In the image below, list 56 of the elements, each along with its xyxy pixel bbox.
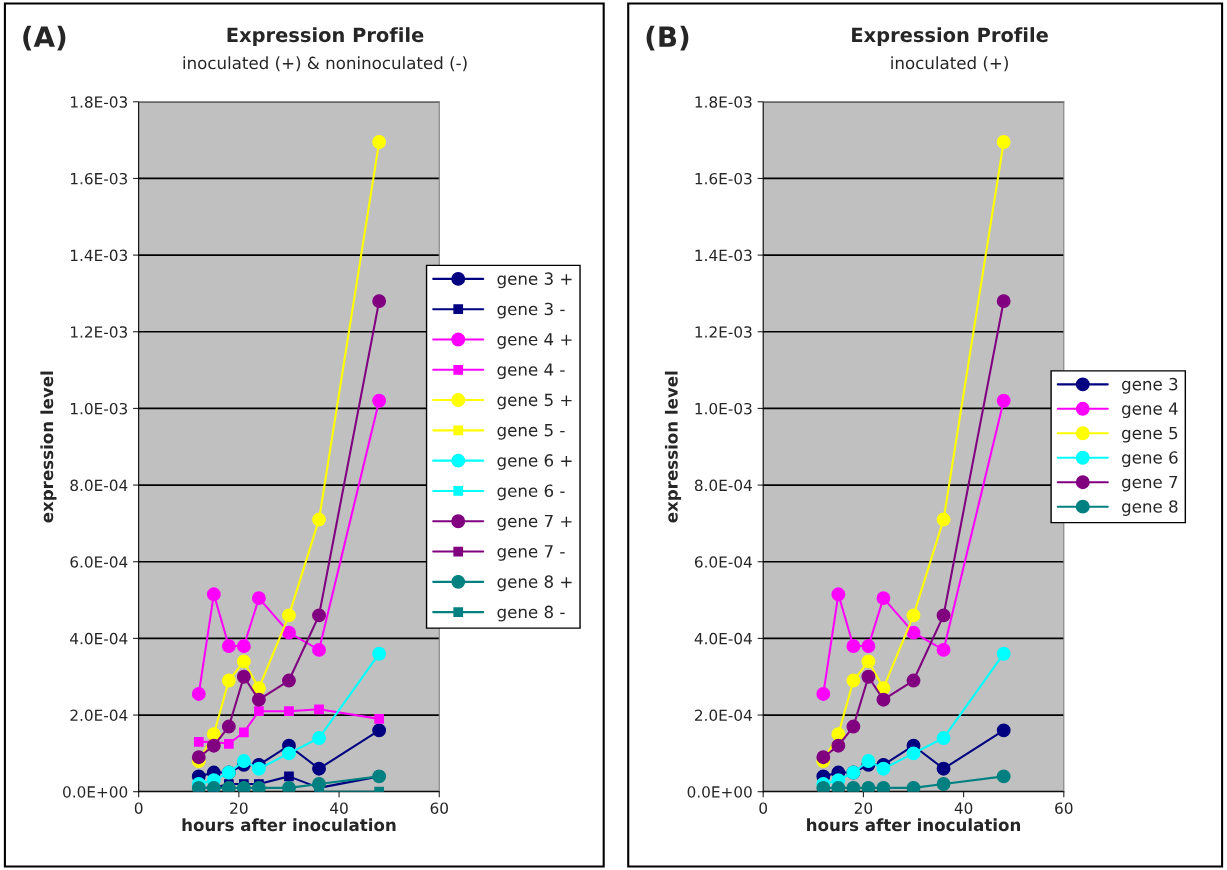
y-tick-label: 1.0E-03 [71, 402, 128, 415]
legend-label: gene 4 + [497, 333, 572, 349]
y-tick-label: 4.0E-04 [694, 632, 752, 645]
legend-label: gene 5 + [497, 393, 572, 410]
legend-label: gene 6 [1122, 451, 1178, 468]
legend-label: gene 3 - [497, 302, 565, 319]
x-tick-label: 40 [954, 802, 973, 814]
legend-label: gene 8 + [497, 575, 572, 592]
legend-label: gene 7 [1122, 475, 1178, 492]
y-tick-label: 1.6E-03 [71, 172, 128, 185]
legend-label: gene 7 - [497, 545, 565, 561]
y-tick-label: 1.2E-03 [71, 326, 128, 338]
x-tick-label: 0 [759, 802, 768, 814]
y-tick-label: 6.0E-04 [694, 556, 752, 568]
y-tick-label: 8.0E-04 [694, 479, 752, 492]
y-tick-label: 0.0E+00 [687, 786, 752, 798]
text: (A) [23, 25, 66, 51]
legend-label: gene 8 - [497, 605, 565, 622]
y-tick-label: 1.8E-03 [71, 96, 128, 108]
chart-title: Expression Profile [227, 27, 424, 46]
x-tick-label: 40 [330, 802, 348, 814]
y-tick-label: 1.4E-03 [71, 249, 128, 262]
text: (B) [646, 25, 689, 51]
chart-title: Expression Profile [852, 27, 1048, 46]
y-tick-label: 1.0E-03 [695, 402, 752, 415]
legend-label: gene 3 [1122, 377, 1178, 394]
y-axis-title: expression level [664, 371, 682, 523]
y-axis-title: expression level [40, 371, 57, 523]
x-tick-label: 0 [134, 802, 143, 814]
y-tick-label: 0.0E+00 [63, 786, 128, 798]
y-tick-label: 6.0E-04 [70, 556, 128, 568]
x-tick-label: 20 [230, 802, 248, 814]
x-axis-title: hours after inoculation [807, 818, 1021, 832]
legend-label: gene 7 + [497, 514, 572, 531]
x-tick-label: 60 [430, 802, 448, 814]
chart-subtitle: inoculated (+) [891, 56, 1008, 72]
legend-label: gene 6 + [497, 454, 572, 470]
y-tick-label: 2.0E-04 [70, 709, 128, 722]
y-tick-label: 4.0E-04 [70, 632, 128, 645]
legend-label: gene 8 [1122, 500, 1178, 516]
y-tick-label: 1.8E-03 [695, 96, 752, 108]
legend-label: gene 4 - [497, 363, 565, 380]
legend-label: gene 6 - [497, 484, 565, 501]
x-tick-label: 60 [1055, 802, 1073, 814]
legend-label: gene 4 [1122, 402, 1178, 419]
y-tick-label: 1.6E-03 [695, 172, 752, 185]
legend-label: gene 5 - [497, 424, 565, 440]
legend-label: gene 3 + [497, 272, 572, 289]
y-tick-label: 2.0E-04 [694, 709, 752, 722]
legend-label: gene 5 [1122, 426, 1178, 443]
x-tick-label: 20 [854, 802, 873, 814]
chart-subtitle: inoculated (+) & noninoculated (-) [183, 56, 467, 72]
y-tick-label: 8.0E-04 [70, 479, 128, 492]
y-tick-label: 1.2E-03 [695, 326, 752, 338]
y-tick-label: 1.4E-03 [695, 249, 752, 262]
x-axis-title: hours after inoculation [182, 818, 396, 832]
